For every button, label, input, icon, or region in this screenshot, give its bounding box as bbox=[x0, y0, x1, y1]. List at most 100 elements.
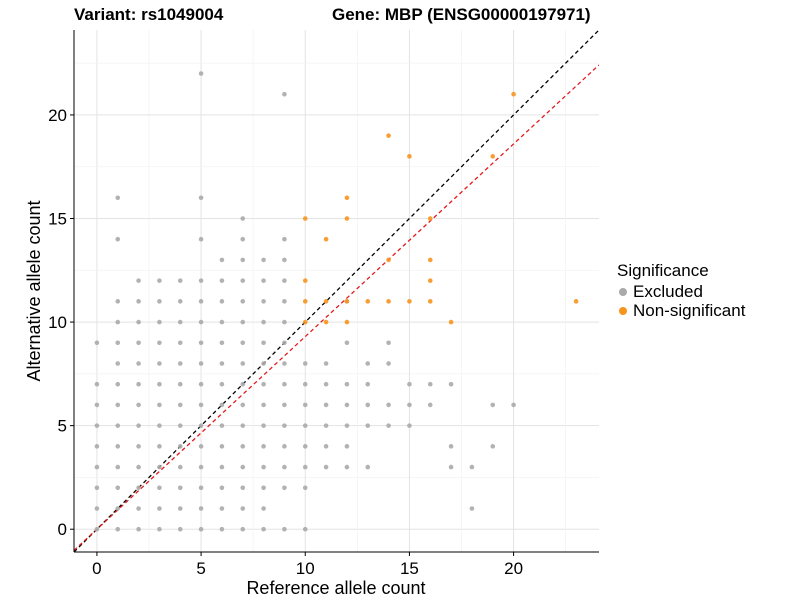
point-excluded bbox=[136, 526, 141, 532]
point-excluded bbox=[198, 402, 204, 408]
reference-line-fitted bbox=[74, 64, 599, 551]
point-excluded bbox=[261, 444, 266, 449]
point-excluded bbox=[240, 464, 246, 470]
point-non-significant bbox=[344, 195, 350, 201]
point-excluded bbox=[115, 340, 121, 346]
point-excluded bbox=[261, 381, 266, 387]
point-excluded bbox=[386, 402, 391, 408]
point-excluded bbox=[282, 526, 287, 532]
point-excluded bbox=[344, 423, 350, 428]
point-excluded bbox=[198, 71, 204, 76]
point-excluded bbox=[115, 526, 121, 532]
point-excluded bbox=[365, 381, 371, 387]
point-excluded bbox=[261, 257, 266, 263]
point-excluded bbox=[469, 464, 475, 470]
point-excluded bbox=[136, 464, 141, 470]
point-excluded bbox=[282, 464, 287, 470]
point-excluded bbox=[177, 506, 183, 511]
point-excluded bbox=[219, 361, 225, 366]
x-axis-label: Reference allele count bbox=[246, 578, 425, 598]
point-excluded bbox=[115, 444, 121, 449]
point-excluded bbox=[240, 485, 246, 491]
point-excluded bbox=[198, 464, 204, 470]
point-excluded bbox=[302, 423, 308, 428]
point-excluded bbox=[219, 381, 225, 387]
point-excluded bbox=[261, 464, 266, 470]
point-excluded bbox=[261, 402, 266, 408]
point-excluded bbox=[136, 319, 141, 325]
point-excluded bbox=[261, 485, 266, 491]
point-excluded bbox=[157, 299, 162, 304]
x-tick-label: 10 bbox=[296, 559, 315, 578]
axis-ticks: 0 5 10 15 20 0 5 10 15 20 bbox=[48, 106, 523, 578]
point-excluded bbox=[282, 485, 287, 491]
point-excluded bbox=[136, 506, 141, 511]
point-excluded bbox=[344, 402, 350, 408]
point-excluded bbox=[198, 444, 204, 449]
point-excluded bbox=[344, 464, 350, 470]
point-excluded bbox=[219, 319, 225, 325]
legend-key-non-significant bbox=[619, 306, 627, 315]
point-excluded bbox=[198, 319, 204, 325]
title-gene: Gene: MBP (ENSG00000197971) bbox=[332, 5, 591, 24]
point-excluded bbox=[240, 257, 246, 263]
y-tick-label: 5 bbox=[58, 417, 67, 436]
point-excluded bbox=[261, 278, 266, 283]
point-non-significant bbox=[302, 299, 308, 304]
y-tick-label: 15 bbox=[48, 210, 67, 229]
point-excluded bbox=[115, 361, 121, 366]
point-excluded bbox=[261, 319, 266, 325]
point-excluded bbox=[115, 485, 121, 491]
point-excluded bbox=[157, 526, 162, 532]
point-excluded bbox=[407, 423, 412, 428]
point-excluded bbox=[427, 381, 433, 387]
point-excluded bbox=[157, 278, 162, 283]
point-excluded bbox=[177, 444, 183, 449]
point-excluded bbox=[448, 381, 454, 387]
point-excluded bbox=[198, 361, 204, 366]
point-excluded bbox=[219, 485, 225, 491]
point-non-significant bbox=[448, 319, 454, 325]
point-excluded bbox=[115, 195, 121, 201]
point-excluded bbox=[282, 381, 287, 387]
point-excluded bbox=[240, 402, 246, 408]
point-excluded bbox=[448, 444, 454, 449]
point-excluded bbox=[302, 402, 308, 408]
point-non-significant bbox=[386, 133, 391, 138]
point-excluded bbox=[282, 402, 287, 408]
point-excluded bbox=[282, 340, 287, 346]
y-tick-label: 20 bbox=[48, 106, 67, 125]
point-excluded bbox=[94, 381, 100, 387]
point-excluded bbox=[198, 195, 204, 201]
point-non-significant bbox=[407, 154, 412, 159]
y-axis-label: Alternative allele count bbox=[24, 200, 44, 381]
point-excluded bbox=[136, 340, 141, 346]
point-excluded bbox=[240, 526, 246, 532]
point-non-significant bbox=[323, 319, 329, 325]
point-excluded bbox=[302, 444, 308, 449]
point-excluded bbox=[365, 402, 371, 408]
point-excluded bbox=[365, 464, 371, 470]
point-excluded bbox=[240, 381, 246, 387]
point-excluded bbox=[282, 278, 287, 283]
legend-label-excluded: Excluded bbox=[633, 282, 703, 301]
point-excluded bbox=[365, 361, 371, 366]
point-excluded bbox=[94, 526, 100, 532]
point-excluded bbox=[302, 361, 308, 366]
point-excluded bbox=[177, 340, 183, 346]
point-non-significant bbox=[490, 154, 496, 159]
point-excluded bbox=[136, 381, 141, 387]
point-excluded bbox=[136, 423, 141, 428]
point-excluded bbox=[219, 506, 225, 511]
reference-line-identity bbox=[74, 30, 599, 552]
point-excluded bbox=[323, 402, 329, 408]
point-excluded bbox=[136, 278, 141, 283]
point-excluded bbox=[469, 506, 475, 511]
point-excluded bbox=[219, 423, 225, 428]
point-excluded bbox=[177, 319, 183, 325]
point-non-significant bbox=[511, 91, 516, 97]
point-non-significant bbox=[302, 216, 308, 221]
point-excluded bbox=[448, 464, 454, 470]
title-variant: Variant: rs1049004 bbox=[74, 5, 224, 24]
